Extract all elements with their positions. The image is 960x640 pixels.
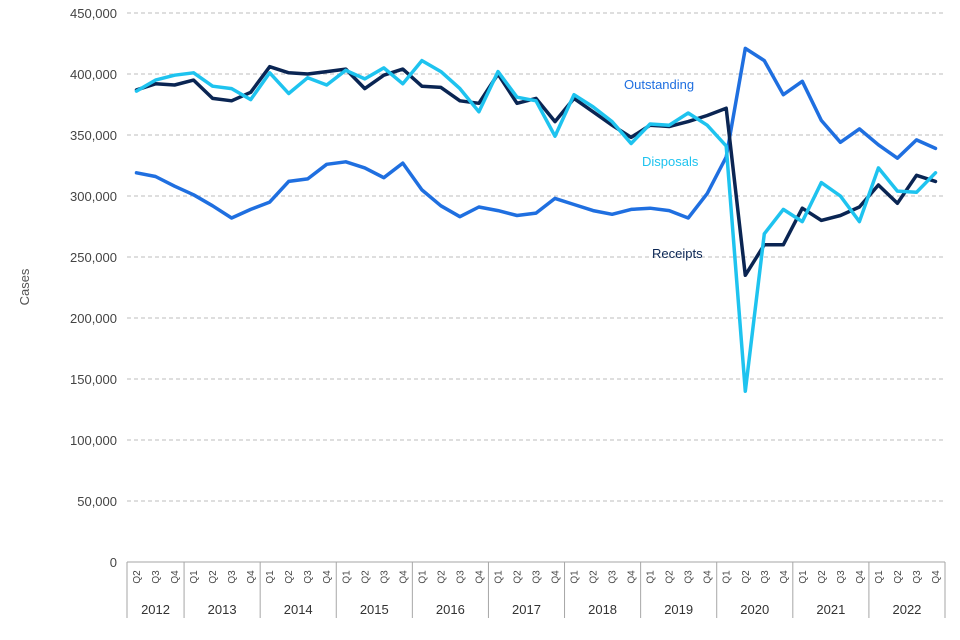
x-tick-label: Q2: [665, 570, 676, 584]
x-tick-label: Q1: [570, 570, 581, 584]
x-tick-label: Q1: [189, 570, 200, 584]
x-tick-label: Q2: [284, 570, 295, 584]
year-label: 2022: [892, 602, 921, 617]
year-label: 2012: [141, 602, 170, 617]
y-axis-title: Cases: [17, 268, 32, 305]
x-tick-label: Q4: [170, 570, 181, 584]
x-tick-label: Q2: [893, 570, 904, 584]
year-label: 2018: [588, 602, 617, 617]
x-tick-label: Q4: [551, 570, 562, 584]
x-tick-label: Q1: [874, 570, 885, 584]
x-tick-label: Q3: [303, 570, 314, 584]
x-tick-label: Q4: [931, 570, 942, 584]
y-tick-label: 250,000: [70, 250, 117, 265]
x-tick-label: Q3: [912, 570, 923, 584]
year-label: 2013: [208, 602, 237, 617]
x-tick-label: Q2: [360, 570, 371, 584]
x-tick-label: Q4: [703, 570, 714, 584]
x-tick-label: Q2: [208, 570, 219, 584]
year-label: 2017: [512, 602, 541, 617]
x-tick-label: Q2: [512, 570, 523, 584]
y-tick-label: 450,000: [70, 6, 117, 21]
x-tick-label: Q3: [608, 570, 619, 584]
receipts-label: Receipts: [652, 246, 703, 261]
gridlines: [127, 12, 945, 502]
x-tick-label: Q4: [398, 570, 409, 584]
outstanding-label: Outstanding: [624, 77, 694, 92]
x-tick-label: Q4: [322, 570, 333, 584]
x-tick-label: Q3: [227, 570, 238, 584]
year-label: 2014: [284, 602, 313, 617]
y-axis-ticks: 0 50,000 100,000 150,000 200,000 250,000 300,0…: [70, 6, 117, 570]
year-label: 2021: [816, 602, 845, 617]
x-tick-label: Q3: [684, 570, 695, 584]
y-tick-label: 150,000: [70, 372, 117, 387]
x-tick-label: Q4: [627, 570, 638, 584]
series-line-outstanding: [134, 46, 938, 220]
year-label: 2015: [360, 602, 389, 617]
x-tick-label: Q4: [474, 570, 485, 584]
y-tick-label: 350,000: [70, 128, 117, 143]
x-tick-label: Q4: [779, 570, 790, 584]
x-tick-label: Q3: [151, 570, 162, 584]
disposals-label: Disposals: [642, 154, 699, 169]
x-tick-label: Q1: [417, 570, 428, 584]
y-tick-label: 400,000: [70, 67, 117, 82]
x-tick-label: Q1: [798, 570, 809, 584]
x-tick-label: Q4: [855, 570, 866, 584]
x-tick-label: Q1: [265, 570, 276, 584]
x-tick-label: Q2: [741, 570, 752, 584]
x-axis: Q2 Q3 Q4 Q1 Q2 Q3 Q4 Q1 Q2 Q3 Q4 Q1 Q2 Q3 Q4 Q1 Q2 Q3 Q4 Q1…: [126, 561, 946, 618]
y-tick-label: 0: [110, 555, 117, 570]
x-tick-label: Q2: [817, 570, 828, 584]
year-label: 2016: [436, 602, 465, 617]
x-tick-label: Q1: [646, 570, 657, 584]
series-line-receipts: [134, 64, 938, 278]
x-tick-label: Q3: [455, 570, 466, 584]
y-tick-label: 300,000: [70, 189, 117, 204]
x-tick-label: Q2: [436, 570, 447, 584]
x-tick-label: Q3: [760, 570, 771, 584]
series-lines: [134, 46, 938, 393]
x-tick-label: Q3: [379, 570, 390, 584]
x-tick-label: Q1: [341, 570, 352, 584]
x-tick-label: Q2: [589, 570, 600, 584]
series-labels: Outstanding Disposals Receipts: [624, 77, 703, 261]
year-label: 2019: [664, 602, 693, 617]
x-tick-label: Q1: [722, 570, 733, 584]
series-line-disposals: [134, 58, 938, 393]
x-tick-label: Q1: [493, 570, 504, 584]
x-tick-label: Q2: [132, 570, 143, 584]
x-tick-label: Q3: [836, 570, 847, 584]
x-tick-label: Q4: [246, 570, 257, 584]
y-tick-label: 100,000: [70, 433, 117, 448]
y-tick-label: 200,000: [70, 311, 117, 326]
x-tick-label: Q3: [532, 570, 543, 584]
year-label: 2020: [740, 602, 769, 617]
y-tick-label: 50,000: [77, 494, 117, 509]
